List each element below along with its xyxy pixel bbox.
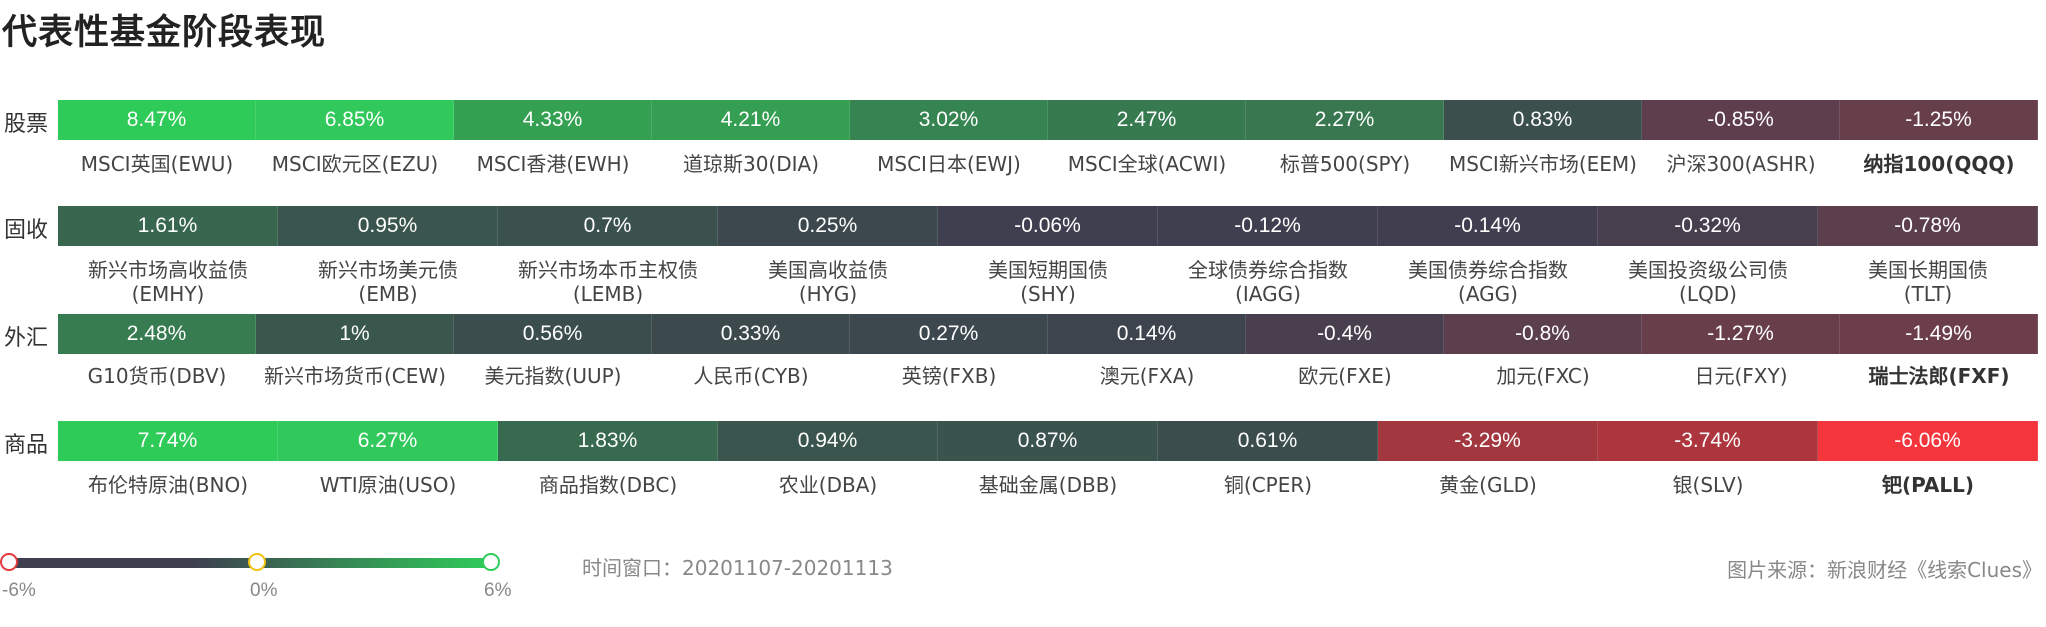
fund-name-label: 基础金属(DBB) xyxy=(978,473,1118,497)
heatmap-cell: -3.29% xyxy=(1378,421,1598,461)
heatmap-cell: 0.56% xyxy=(454,314,652,354)
fund-name-label: 美国投资级公司债 (LQD) xyxy=(1628,258,1788,306)
fund-name-label: G10货币(DBV) xyxy=(87,364,227,388)
fund-name-label: 农业(DBA) xyxy=(778,473,878,497)
fund-name-label: 美国高收益债 (HYG) xyxy=(768,258,888,306)
fund-name-label: 澳元(FXA) xyxy=(1099,364,1195,388)
heatmap-row: 7.74% 6.27% 1.83% 0.94% 0.87% 0.61% -3.29% -3.7… xyxy=(58,421,2038,461)
fund-name-row: MSCI英国(EWU) MSCI欧元区(EZU) MSCI香港(EWH) 道琼斯30(… xyxy=(58,152,2038,176)
fund-name-label: 新兴市场本币主权债 (LEMB) xyxy=(518,258,698,306)
fund-name-label: 美国短期国债 (SHY) xyxy=(988,258,1108,306)
fund-name-label: 欧元(FXE) xyxy=(1298,364,1392,388)
heatmap-cell: 0.25% xyxy=(718,206,938,246)
heatmap-cell: -0.06% xyxy=(938,206,1158,246)
scale-mid-label: 0% xyxy=(250,580,278,601)
heatmap-cell: -0.78% xyxy=(1818,206,2038,246)
heatmap-cell: -1.25% xyxy=(1840,100,2038,140)
heatmap-cell: 8.47% xyxy=(58,100,256,140)
scale-mid-marker xyxy=(248,553,266,571)
source-credit: 图片来源：新浪财经《线索Clues》 xyxy=(1727,558,2042,582)
time-window: 时间窗口：20201107-20201113 xyxy=(582,556,893,580)
heatmap-cell: -0.8% xyxy=(1444,314,1642,354)
fund-name-label: 新兴市场货币(CEW) xyxy=(264,364,446,388)
heatmap-cell: 0.83% xyxy=(1444,100,1642,140)
fund-name-label: 银(SLV) xyxy=(1672,473,1744,497)
fund-name-label: MSCI欧元区(EZU) xyxy=(271,152,439,176)
heatmap-cell: -1.27% xyxy=(1642,314,1840,354)
heatmap-cell: -0.12% xyxy=(1158,206,1378,246)
heatmap-row: 2.48% 1% 0.56% 0.33% 0.27% 0.14% -0.4% -0.8% -1.… xyxy=(58,314,2038,354)
heatmap-cell: 1% xyxy=(256,314,454,354)
fund-name-label: MSCI日本(EWJ) xyxy=(877,152,1021,176)
fund-name-row: 布伦特原油(BNO) WTI原油(USO) 商品指数(DBC) 农业(DBA) 基础金属… xyxy=(58,473,2038,497)
scale-min-marker xyxy=(0,553,18,571)
row-label: 股票 xyxy=(4,112,49,137)
heatmap-cell: 2.27% xyxy=(1246,100,1444,140)
row-label: 固收 xyxy=(4,218,49,243)
heatmap-cell: -0.14% xyxy=(1378,206,1598,246)
heatmap-cell: 6.27% xyxy=(278,421,498,461)
fund-name-label: 新兴市场美元债 (EMB) xyxy=(318,258,458,306)
heatmap-cell: 1.61% xyxy=(58,206,278,246)
fund-name-row: G10货币(DBV) 新兴市场货币(CEW) 美元指数(UUP) 人民币(CYB) 英镑… xyxy=(58,364,2038,388)
heatmap-cell: 1.83% xyxy=(498,421,718,461)
fund-name-label: MSCI香港(EWH) xyxy=(476,152,630,176)
heatmap-cell: 0.87% xyxy=(938,421,1158,461)
fund-name-label: 纳指100(QQQ) xyxy=(1863,152,2015,176)
heatmap-cell: 0.7% xyxy=(498,206,718,246)
heatmap-cell: 0.61% xyxy=(1158,421,1378,461)
heatmap-cell: 0.27% xyxy=(850,314,1048,354)
heatmap-cell: -1.49% xyxy=(1840,314,2038,354)
fund-name-label: 美元指数(UUP) xyxy=(484,364,622,388)
fund-name-label: 日元(FXY) xyxy=(1694,364,1788,388)
fund-name-label: 瑞士法郎(FXF) xyxy=(1868,364,2010,388)
fund-name-label: WTI原油(USO) xyxy=(319,473,457,497)
fund-name-label: 标普500(SPY) xyxy=(1279,152,1411,176)
heatmap-row: 8.47% 6.85% 4.33% 4.21% 3.02% 2.47% 2.27% 0.83%… xyxy=(58,100,2038,140)
heatmap-cell: 0.33% xyxy=(652,314,850,354)
chart-title: 代表性基金阶段表现 xyxy=(2,13,327,53)
heatmap-cell: 4.21% xyxy=(652,100,850,140)
heatmap-cell: 2.47% xyxy=(1048,100,1246,140)
scale-max-label: 6% xyxy=(484,580,512,601)
fund-name-label: 新兴市场高收益债 (EMHY) xyxy=(88,258,248,306)
heatmap-cell: -0.4% xyxy=(1246,314,1444,354)
heatmap-cell: 0.95% xyxy=(278,206,498,246)
heatmap-cell: 4.33% xyxy=(454,100,652,140)
fund-name-label: 沪深300(ASHR) xyxy=(1666,152,1816,176)
fund-name-label: 加元(FXC) xyxy=(1496,364,1590,388)
fund-name-label: 钯(PALL) xyxy=(1881,473,1975,497)
fund-name-label: 商品指数(DBC) xyxy=(538,473,678,497)
fund-name-label: 黄金(GLD) xyxy=(1439,473,1537,497)
fund-name-label: 英镑(FXB) xyxy=(901,364,997,388)
heatmap-cell: -3.74% xyxy=(1598,421,1818,461)
heatmap-cell: 0.14% xyxy=(1048,314,1246,354)
fund-name-label: 布伦特原油(BNO) xyxy=(87,473,249,497)
heatmap-cell: -0.32% xyxy=(1598,206,1818,246)
heatmap-cell: 3.02% xyxy=(850,100,1048,140)
fund-name-label: MSCI英国(EWU) xyxy=(80,152,234,176)
fund-name-label: MSCI全球(ACWI) xyxy=(1067,152,1227,176)
heatmap-cell: 6.85% xyxy=(256,100,454,140)
fund-name-label: 铜(CPER) xyxy=(1223,473,1313,497)
row-label: 商品 xyxy=(4,433,49,458)
heatmap-cell: -0.85% xyxy=(1642,100,1840,140)
fund-name-label: 全球债券综合指数 (IAGG) xyxy=(1188,258,1348,306)
fund-name-label: 道琼斯30(DIA) xyxy=(682,152,820,176)
heatmap-row: 1.61% 0.95% 0.7% 0.25% -0.06% -0.12% -0.14% -0.… xyxy=(58,206,2038,246)
heatmap-cell: 2.48% xyxy=(58,314,256,354)
heatmap-cell: -6.06% xyxy=(1818,421,2038,461)
heatmap-cell: 0.94% xyxy=(718,421,938,461)
fund-name-label: 美国债券综合指数 (AGG) xyxy=(1408,258,1568,306)
fund-name-label: 人民币(CYB) xyxy=(693,364,809,388)
heatmap-cell: 7.74% xyxy=(58,421,278,461)
scale-min-label: -6% xyxy=(2,580,36,601)
scale-max-marker xyxy=(482,553,500,571)
fund-name-row: 新兴市场高收益债 (EMHY) 新兴市场美元债 (EMB) 新兴市场本币主权债 (L… xyxy=(58,258,2038,306)
fund-name-label: 美国长期国债 (TLT) xyxy=(1868,258,1988,306)
fund-name-label: MSCI新兴市场(EEM) xyxy=(1449,152,1637,176)
row-label: 外汇 xyxy=(4,326,49,351)
